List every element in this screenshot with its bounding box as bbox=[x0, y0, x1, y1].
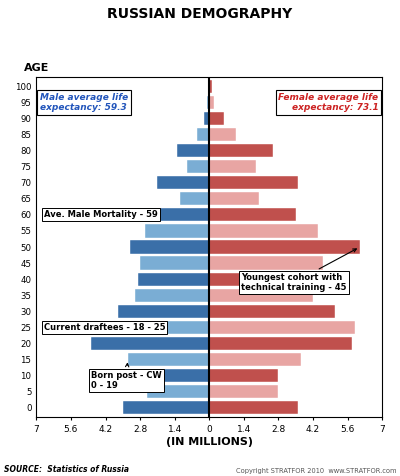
Text: Current draftees - 18 - 25: Current draftees - 18 - 25 bbox=[44, 323, 165, 332]
Bar bbox=[209, 160, 256, 173]
Bar bbox=[157, 176, 209, 189]
Bar bbox=[128, 353, 209, 366]
Bar bbox=[209, 224, 318, 238]
Bar bbox=[145, 224, 209, 238]
Bar bbox=[209, 369, 278, 382]
Bar bbox=[209, 176, 298, 189]
Bar bbox=[91, 337, 209, 350]
Bar bbox=[209, 192, 259, 205]
Text: AGE: AGE bbox=[24, 63, 49, 73]
Bar bbox=[209, 273, 303, 286]
Bar bbox=[130, 240, 209, 254]
Bar bbox=[123, 401, 209, 414]
Bar bbox=[209, 240, 360, 254]
Bar bbox=[138, 273, 209, 286]
Bar bbox=[209, 337, 352, 350]
Bar bbox=[148, 385, 209, 398]
Bar bbox=[204, 112, 209, 125]
Bar bbox=[142, 208, 209, 221]
Bar bbox=[135, 288, 209, 302]
Text: Female average life
expectancy: 73.1: Female average life expectancy: 73.1 bbox=[278, 93, 378, 112]
Bar bbox=[118, 305, 209, 318]
Bar bbox=[209, 80, 212, 93]
Text: RUSSIAN DEMOGRAPHY: RUSSIAN DEMOGRAPHY bbox=[107, 7, 293, 21]
Bar bbox=[140, 257, 209, 270]
Text: SOURCE:  Statistics of Russia: SOURCE: Statistics of Russia bbox=[4, 465, 129, 474]
Bar bbox=[209, 305, 335, 318]
Text: Ave. Male Mortality - 59: Ave. Male Mortality - 59 bbox=[44, 210, 158, 219]
Bar bbox=[209, 257, 323, 270]
Bar bbox=[209, 288, 313, 302]
Bar bbox=[209, 96, 214, 109]
Text: Copyright STRATFOR 2010  www.STRATFOR.com: Copyright STRATFOR 2010 www.STRATFOR.com bbox=[236, 467, 396, 474]
Bar bbox=[209, 112, 224, 125]
Bar bbox=[180, 192, 209, 205]
Bar bbox=[209, 385, 278, 398]
Bar bbox=[209, 401, 298, 414]
Bar bbox=[209, 128, 236, 141]
Bar bbox=[209, 144, 274, 157]
Bar bbox=[106, 321, 209, 334]
Bar bbox=[207, 96, 209, 109]
Bar bbox=[187, 160, 209, 173]
Bar bbox=[197, 128, 209, 141]
Bar bbox=[209, 353, 301, 366]
Bar bbox=[177, 144, 209, 157]
Bar bbox=[208, 80, 209, 93]
Text: Youngest cohort with
technical training - 45: Youngest cohort with technical training … bbox=[241, 249, 356, 292]
Bar bbox=[209, 321, 355, 334]
X-axis label: (IN MILLIONS): (IN MILLIONS) bbox=[166, 436, 253, 446]
Bar bbox=[140, 369, 209, 382]
Text: Male average life
expectancy: 59.3: Male average life expectancy: 59.3 bbox=[40, 93, 128, 112]
Text: Born post - CW
0 - 19: Born post - CW 0 - 19 bbox=[91, 364, 162, 390]
Bar bbox=[209, 208, 296, 221]
